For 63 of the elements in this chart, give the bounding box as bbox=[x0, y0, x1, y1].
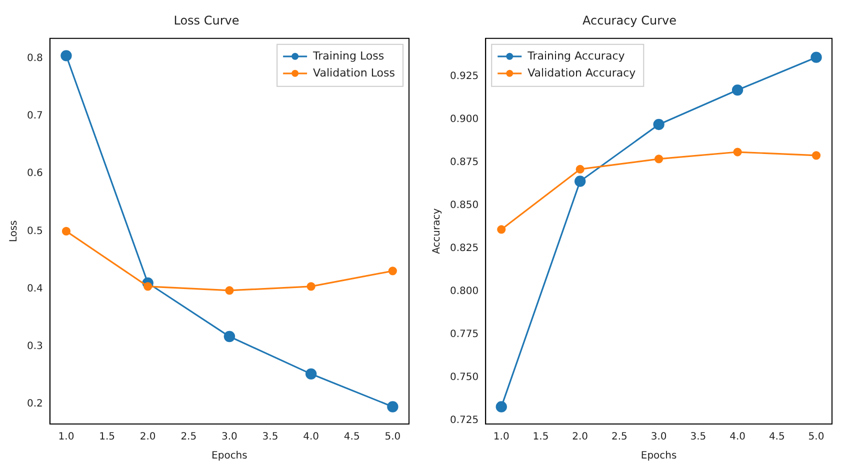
legend-label: Validation Loss bbox=[313, 66, 396, 80]
point bbox=[574, 176, 586, 187]
point bbox=[144, 282, 152, 291]
y-tick-label: 0.725 bbox=[450, 415, 479, 426]
point bbox=[654, 154, 664, 164]
point bbox=[62, 226, 71, 236]
x-tick-label: 1.0 bbox=[493, 432, 510, 443]
y-tick-label: 0.900 bbox=[450, 114, 479, 125]
point bbox=[733, 148, 742, 156]
y-tick-label: 0.2 bbox=[26, 398, 43, 410]
x-tick-label: 3.0 bbox=[222, 432, 238, 443]
y-tick-label: 0.6 bbox=[26, 168, 43, 180]
point bbox=[388, 266, 397, 276]
y-tick-label: 0.7 bbox=[26, 110, 43, 122]
x-tick-label: 4.0 bbox=[730, 432, 746, 443]
point bbox=[224, 330, 236, 342]
y-tick-label: 0.850 bbox=[450, 200, 479, 211]
x-tick-label: 4.5 bbox=[768, 432, 785, 443]
legend-label: Training Accuracy bbox=[526, 49, 626, 62]
chart-title: Loss Curve bbox=[174, 13, 240, 28]
x-tick-label: 5.0 bbox=[384, 432, 401, 443]
x-tick-label: 1.0 bbox=[58, 432, 74, 443]
y-tick-label: 0.825 bbox=[450, 243, 479, 254]
y-tick-label: 0.5 bbox=[26, 226, 43, 237]
x-tick-label: 4.5 bbox=[344, 432, 360, 443]
legend-label: Validation Accuracy bbox=[528, 66, 636, 80]
x-tick-label: 1.5 bbox=[99, 432, 115, 443]
point bbox=[576, 164, 584, 174]
y-tick-label: 0.4 bbox=[26, 283, 43, 294]
x-tick-label: 3.5 bbox=[690, 432, 706, 443]
y-tick-label: 0.800 bbox=[450, 286, 479, 298]
legend-label: Training Loss bbox=[312, 49, 384, 62]
x-tick-label: 2.0 bbox=[140, 432, 156, 443]
y-tick-label: 0.750 bbox=[450, 372, 479, 384]
y-axis-title: Loss bbox=[8, 220, 20, 242]
x-axis-title: Epochs bbox=[640, 450, 677, 462]
point bbox=[60, 50, 72, 62]
point bbox=[306, 282, 316, 291]
point bbox=[812, 151, 821, 160]
x-tick-label: 1.5 bbox=[532, 432, 549, 443]
x-tick-label: 3.0 bbox=[650, 432, 667, 443]
x-tick-label: 5.0 bbox=[808, 432, 824, 443]
x-tick-label: 2.0 bbox=[572, 432, 588, 443]
x-axis-title: Epochs bbox=[212, 450, 248, 462]
x-tick-label: 4.0 bbox=[303, 432, 320, 443]
x-tick-label: 2.5 bbox=[612, 432, 628, 443]
x-tick-label: 3.5 bbox=[262, 432, 278, 443]
y-axis-title: Accuracy bbox=[432, 208, 443, 254]
point bbox=[387, 401, 398, 412]
y-tick-label: 0.3 bbox=[26, 340, 43, 352]
point bbox=[497, 225, 506, 234]
y-tick-label: 0.925 bbox=[450, 70, 479, 82]
y-tick-label: 0.8 bbox=[26, 53, 43, 64]
point bbox=[305, 368, 317, 380]
chart-title: Accuracy Curve bbox=[582, 13, 677, 28]
point bbox=[810, 52, 822, 63]
x-tick-label: 2.5 bbox=[180, 432, 197, 443]
y-tick-label: 0.875 bbox=[450, 156, 479, 168]
point bbox=[225, 286, 234, 295]
point bbox=[653, 118, 664, 130]
point bbox=[732, 84, 744, 96]
y-tick-label: 0.775 bbox=[450, 329, 479, 340]
point bbox=[496, 401, 507, 412]
